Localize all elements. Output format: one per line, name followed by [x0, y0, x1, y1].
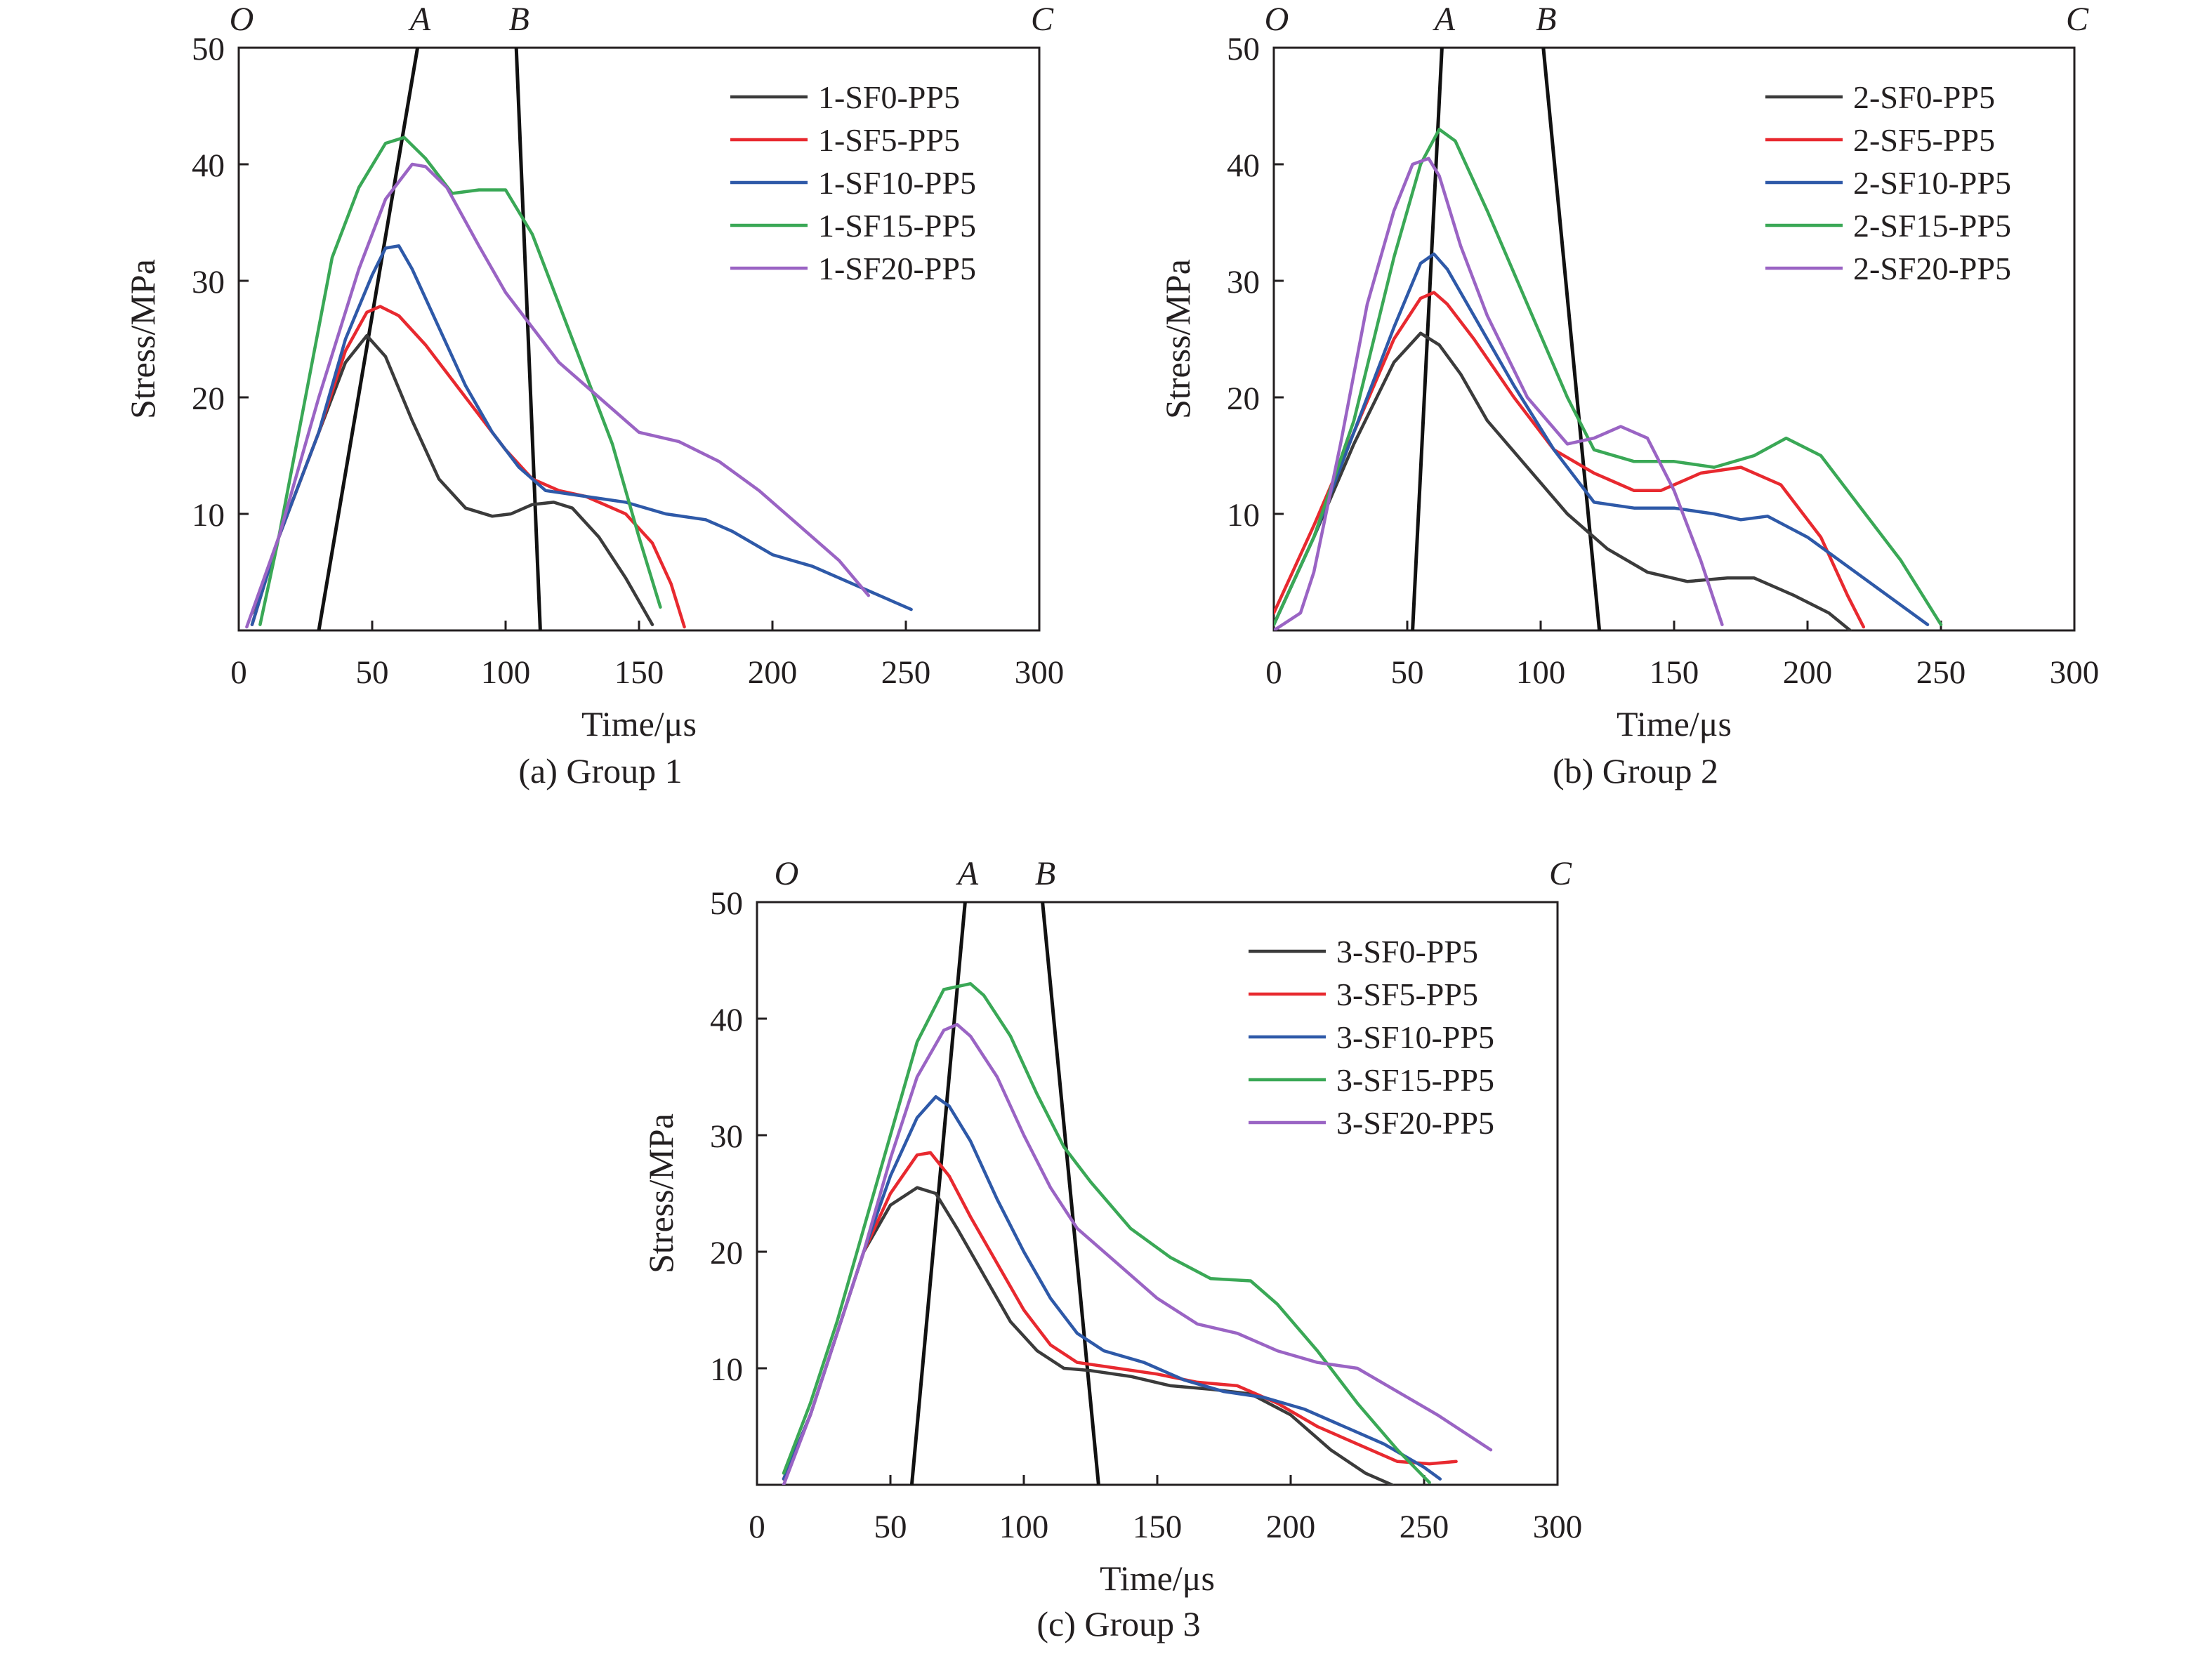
boundary-line-B	[1541, 48, 1602, 630]
x-tick-label: 0	[1265, 654, 1282, 691]
x-tick-label: 0	[230, 654, 247, 691]
x-tick-label: 100	[481, 654, 531, 691]
legend-label: 1-SF20-PP5	[818, 251, 976, 286]
y-tick-label: 40	[192, 147, 225, 184]
series-line-3-SF5-PP5	[782, 1151, 1458, 1481]
chart-panel-2: 0 50 100 150 200 250 300 10 20 30 40 50 Time/μs Stres…	[1158, 1, 2099, 790]
y-tick-label: 10	[710, 1351, 743, 1388]
x-tick-label: 300	[1015, 654, 1065, 691]
region-label-B: B	[1536, 1, 1556, 38]
y-tick-label: 10	[192, 497, 225, 534]
legend-label: 1-SF0-PP5	[818, 79, 960, 115]
region-label-C: C	[1031, 1, 1054, 38]
legend: 3-SF0-PP5 3-SF5-PP5 3-SF10-PP5 3-SF15-PP5 3-…	[1249, 934, 1494, 1141]
region-label-C: C	[1549, 855, 1572, 892]
legend-label: 2-SF15-PP5	[1853, 208, 2011, 244]
region-label-B: B	[1035, 855, 1055, 892]
y-tick-label: 20	[192, 381, 225, 417]
legend: 1-SF0-PP5 1-SF5-PP5 1-SF10-PP5 1-SF15-PP5 1-…	[730, 79, 976, 286]
x-tick-label: 300	[2050, 654, 2100, 691]
region-label-B: B	[509, 1, 529, 38]
x-tick-label: 250	[1916, 654, 1966, 691]
legend-label: 2-SF0-PP5	[1853, 79, 1995, 115]
series-line-1-SF10-PP5	[250, 244, 913, 626]
y-tick-label: 40	[710, 1002, 743, 1038]
series-line-3-SF15-PP5	[782, 981, 1431, 1484]
y-tick-label: 50	[1227, 31, 1260, 67]
x-tick-label: 50	[356, 654, 389, 691]
series-line-1-SF15-PP5	[258, 135, 662, 626]
legend-label: 1-SF15-PP5	[818, 208, 976, 244]
legend: 2-SF0-PP5 2-SF5-PP5 2-SF10-PP5 2-SF15-PP5 2-…	[1765, 79, 2011, 286]
series-line-3-SF0-PP5	[782, 1186, 1394, 1485]
series-line-2-SF5-PP5	[1274, 291, 1866, 629]
series-line-2-SF20-PP5	[1274, 157, 1724, 630]
legend-label: 2-SF5-PP5	[1853, 122, 1995, 158]
panel-caption: (c) Group 3	[1036, 1604, 1200, 1643]
region-label-O: O	[230, 1, 254, 38]
x-tick-label: 300	[1533, 1509, 1583, 1545]
x-tick-label: 50	[874, 1509, 907, 1545]
panel-caption: (b) Group 2	[1553, 751, 1718, 790]
x-tick-label: 50	[1391, 654, 1424, 691]
legend-label: 3-SF5-PP5	[1336, 977, 1478, 1012]
region-label-O: O	[775, 855, 799, 892]
chart-panel-1: 0 50 100 150 200 250 300 10 20 30 40 50 Time/μs Stres…	[123, 1, 1064, 790]
x-tick-label: 100	[1516, 654, 1566, 691]
series-line-3-SF20-PP5	[782, 1023, 1493, 1485]
legend-label: 3-SF15-PP5	[1336, 1062, 1494, 1098]
region-label-A: A	[408, 1, 431, 38]
boundary-line-B	[514, 48, 542, 630]
legend-label: 2-SF10-PP5	[1853, 165, 2011, 201]
legend-label: 1-SF10-PP5	[818, 165, 976, 201]
region-label-A: A	[1433, 1, 1456, 38]
legend-label: 3-SF0-PP5	[1336, 934, 1478, 970]
y-axis-title: Stress/MPa	[641, 1113, 680, 1273]
y-tick-label: 20	[1227, 381, 1260, 417]
y-tick-label: 30	[192, 264, 225, 300]
y-tick-label: 20	[710, 1235, 743, 1271]
series-line-1-SF5-PP5	[250, 305, 686, 629]
x-axis-title: Time/μs	[1100, 1559, 1215, 1598]
x-tick-label: 150	[1133, 1509, 1183, 1545]
y-tick-label: 50	[710, 885, 743, 922]
legend-label: 1-SF5-PP5	[818, 122, 960, 158]
region-label-O: O	[1265, 1, 1289, 38]
series-line-2-SF10-PP5	[1274, 252, 1930, 626]
x-tick-label: 200	[1783, 654, 1833, 691]
y-tick-label: 10	[1227, 497, 1260, 534]
series-line-2-SF15-PP5	[1274, 127, 1943, 626]
y-axis-title: Stress/MPa	[1158, 259, 1197, 419]
x-tick-label: 0	[749, 1509, 765, 1545]
y-tick-label: 30	[710, 1118, 743, 1155]
boundary-line-A	[909, 902, 967, 1485]
x-tick-label: 150	[614, 654, 664, 691]
y-tick-label: 50	[192, 31, 225, 67]
panel-caption: (a) Group 1	[518, 751, 682, 790]
y-tick-label: 40	[1227, 147, 1260, 184]
region-label-A: A	[956, 855, 979, 892]
x-tick-label: 250	[881, 654, 931, 691]
y-axis-title: Stress/MPa	[123, 259, 162, 419]
series-line-1-SF0-PP5	[250, 333, 654, 626]
boundary-line-B	[1041, 902, 1100, 1485]
legend-label: 2-SF20-PP5	[1853, 251, 2011, 286]
legend-label: 3-SF20-PP5	[1336, 1105, 1494, 1141]
series-line-3-SF10-PP5	[782, 1094, 1442, 1481]
legend-label: 3-SF10-PP5	[1336, 1019, 1494, 1055]
x-tick-label: 250	[1400, 1509, 1449, 1545]
x-tick-label: 150	[1650, 654, 1699, 691]
chart-panel-3: 0 50 100 150 200 250 300 10 20 30 40 50 Time/μs Stres…	[641, 855, 1582, 1643]
x-axis-title: Time/μs	[581, 704, 697, 743]
series-line-1-SF20-PP5	[245, 162, 871, 629]
x-tick-label: 200	[748, 654, 798, 691]
region-label-C: C	[2066, 1, 2089, 38]
series-line-2-SF0-PP5	[1274, 331, 1852, 630]
x-axis-title: Time/μs	[1617, 704, 1732, 743]
y-tick-label: 30	[1227, 264, 1260, 300]
x-tick-label: 100	[999, 1509, 1049, 1545]
x-tick-label: 200	[1266, 1509, 1316, 1545]
